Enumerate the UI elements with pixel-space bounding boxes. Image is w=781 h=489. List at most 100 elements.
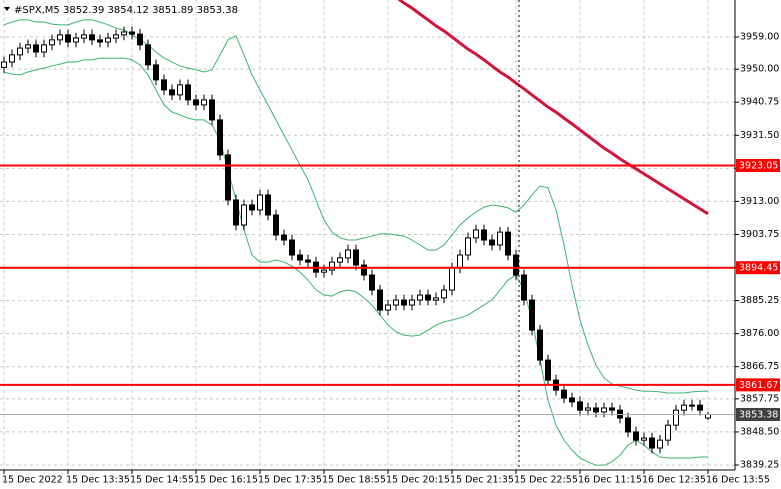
x-tick-label: 15 Dec 14:55 — [130, 475, 194, 486]
candle-body — [329, 261, 335, 271]
axes: 3959.003950.003940.753931.503922.253913.… — [2, 31, 780, 486]
y-tick-label: 3959.00 — [740, 31, 779, 42]
candle-body — [177, 84, 183, 96]
candle-body — [305, 259, 311, 263]
candle-body — [505, 231, 511, 256]
candle-body — [489, 239, 495, 246]
candle-body — [641, 437, 647, 441]
candle-body — [297, 254, 303, 261]
header-open: 3852.39 — [63, 5, 104, 16]
candle-body — [225, 154, 231, 201]
candle-body — [457, 254, 463, 269]
y-tick-label: 3839.25 — [740, 459, 779, 470]
candle-body — [401, 299, 407, 306]
y-tick-label: 3866.75 — [740, 361, 779, 372]
price-label: 3853.38 — [739, 409, 778, 420]
x-tick-label: 15 Dec 16:15 — [194, 475, 258, 486]
candle-body — [673, 409, 679, 426]
indicator-line — [3, 57, 708, 466]
candle-body — [689, 404, 695, 407]
candle-body — [1, 61, 7, 68]
candle-body — [441, 289, 447, 299]
x-tick-label: 15 Dec 13:35 — [66, 475, 130, 486]
y-tick-label: 3931.50 — [740, 130, 779, 141]
candle-body — [97, 39, 103, 43]
x-tick-label: 15 Dec 18:55 — [322, 475, 386, 486]
candle-body — [105, 37, 111, 43]
y-tick-label: 3876.00 — [740, 328, 779, 339]
candle-body — [41, 44, 47, 53]
candle-body — [449, 267, 455, 291]
x-tick-label: 15 Dec 20:15 — [386, 475, 450, 486]
level-label: 3894.45 — [739, 263, 778, 274]
menu-arrow[interactable] — [4, 7, 10, 11]
header-high: 3854.12 — [108, 5, 149, 16]
level-label-box — [736, 158, 780, 172]
candle-body — [193, 99, 199, 106]
candle-body — [609, 407, 615, 411]
candle-body — [625, 417, 631, 433]
candle-body — [377, 289, 383, 311]
chart-title: #SPX,M5 — [14, 5, 60, 16]
candle-body — [593, 407, 599, 413]
candle-body — [681, 404, 687, 411]
level-label-box — [736, 378, 780, 392]
candle-body — [73, 37, 79, 43]
candle-body — [601, 407, 607, 413]
candle-body — [321, 269, 327, 273]
candle-body — [81, 34, 87, 39]
candle-body — [185, 84, 191, 101]
candle-body — [417, 294, 423, 301]
candle-body — [345, 249, 351, 259]
y-tick-label: 3940.75 — [740, 97, 779, 108]
candle-body — [705, 413, 711, 419]
candle-body — [217, 119, 223, 156]
candle-body — [513, 254, 519, 276]
candle-body — [633, 431, 639, 441]
candle-body — [33, 44, 39, 53]
candle-body — [9, 54, 15, 63]
candle-body — [137, 33, 143, 46]
candle-body — [25, 44, 31, 49]
y-tick-label: 3848.50 — [740, 426, 779, 437]
y-tick-label: 3857.75 — [740, 393, 779, 404]
candle-body — [113, 34, 119, 39]
candle-body — [169, 89, 175, 96]
candle-body — [409, 299, 415, 306]
x-tick-label: 15 Dec 17:35 — [258, 475, 322, 486]
candle-body — [585, 407, 591, 411]
candle-body — [17, 47, 23, 56]
candle-body — [473, 229, 479, 239]
candle-body — [529, 299, 535, 331]
x-tick-label: 15 Dec 21:35 — [450, 475, 514, 486]
candle-body — [273, 214, 279, 236]
candle-body — [657, 439, 663, 449]
y-tick-label: 3903.75 — [740, 229, 779, 240]
candle-body — [161, 79, 167, 91]
candle-body — [353, 249, 359, 266]
candle-body — [49, 39, 55, 46]
candle-body — [393, 299, 399, 306]
candle-body — [265, 194, 271, 216]
candle-body — [281, 234, 287, 241]
candle-body — [209, 99, 215, 121]
x-tick-label: 16 Dec 12:35 — [642, 475, 706, 486]
candle-body — [257, 194, 263, 211]
candle-body — [697, 404, 703, 411]
candle-body — [361, 264, 367, 276]
level-label: 3861.67 — [739, 380, 778, 391]
candle-body — [465, 237, 471, 256]
y-tick-label: 3913.00 — [740, 196, 779, 207]
candle-body — [521, 274, 527, 301]
level-label-box — [736, 261, 780, 275]
candle-body — [665, 424, 671, 441]
candle-body — [57, 34, 63, 41]
grid — [0, 0, 735, 470]
y-tick-label: 3950.00 — [740, 64, 779, 75]
candle-body — [577, 401, 583, 411]
candle-body — [481, 229, 487, 241]
candle-body — [425, 294, 431, 301]
candle-body — [545, 359, 551, 381]
candle-body — [233, 199, 239, 226]
